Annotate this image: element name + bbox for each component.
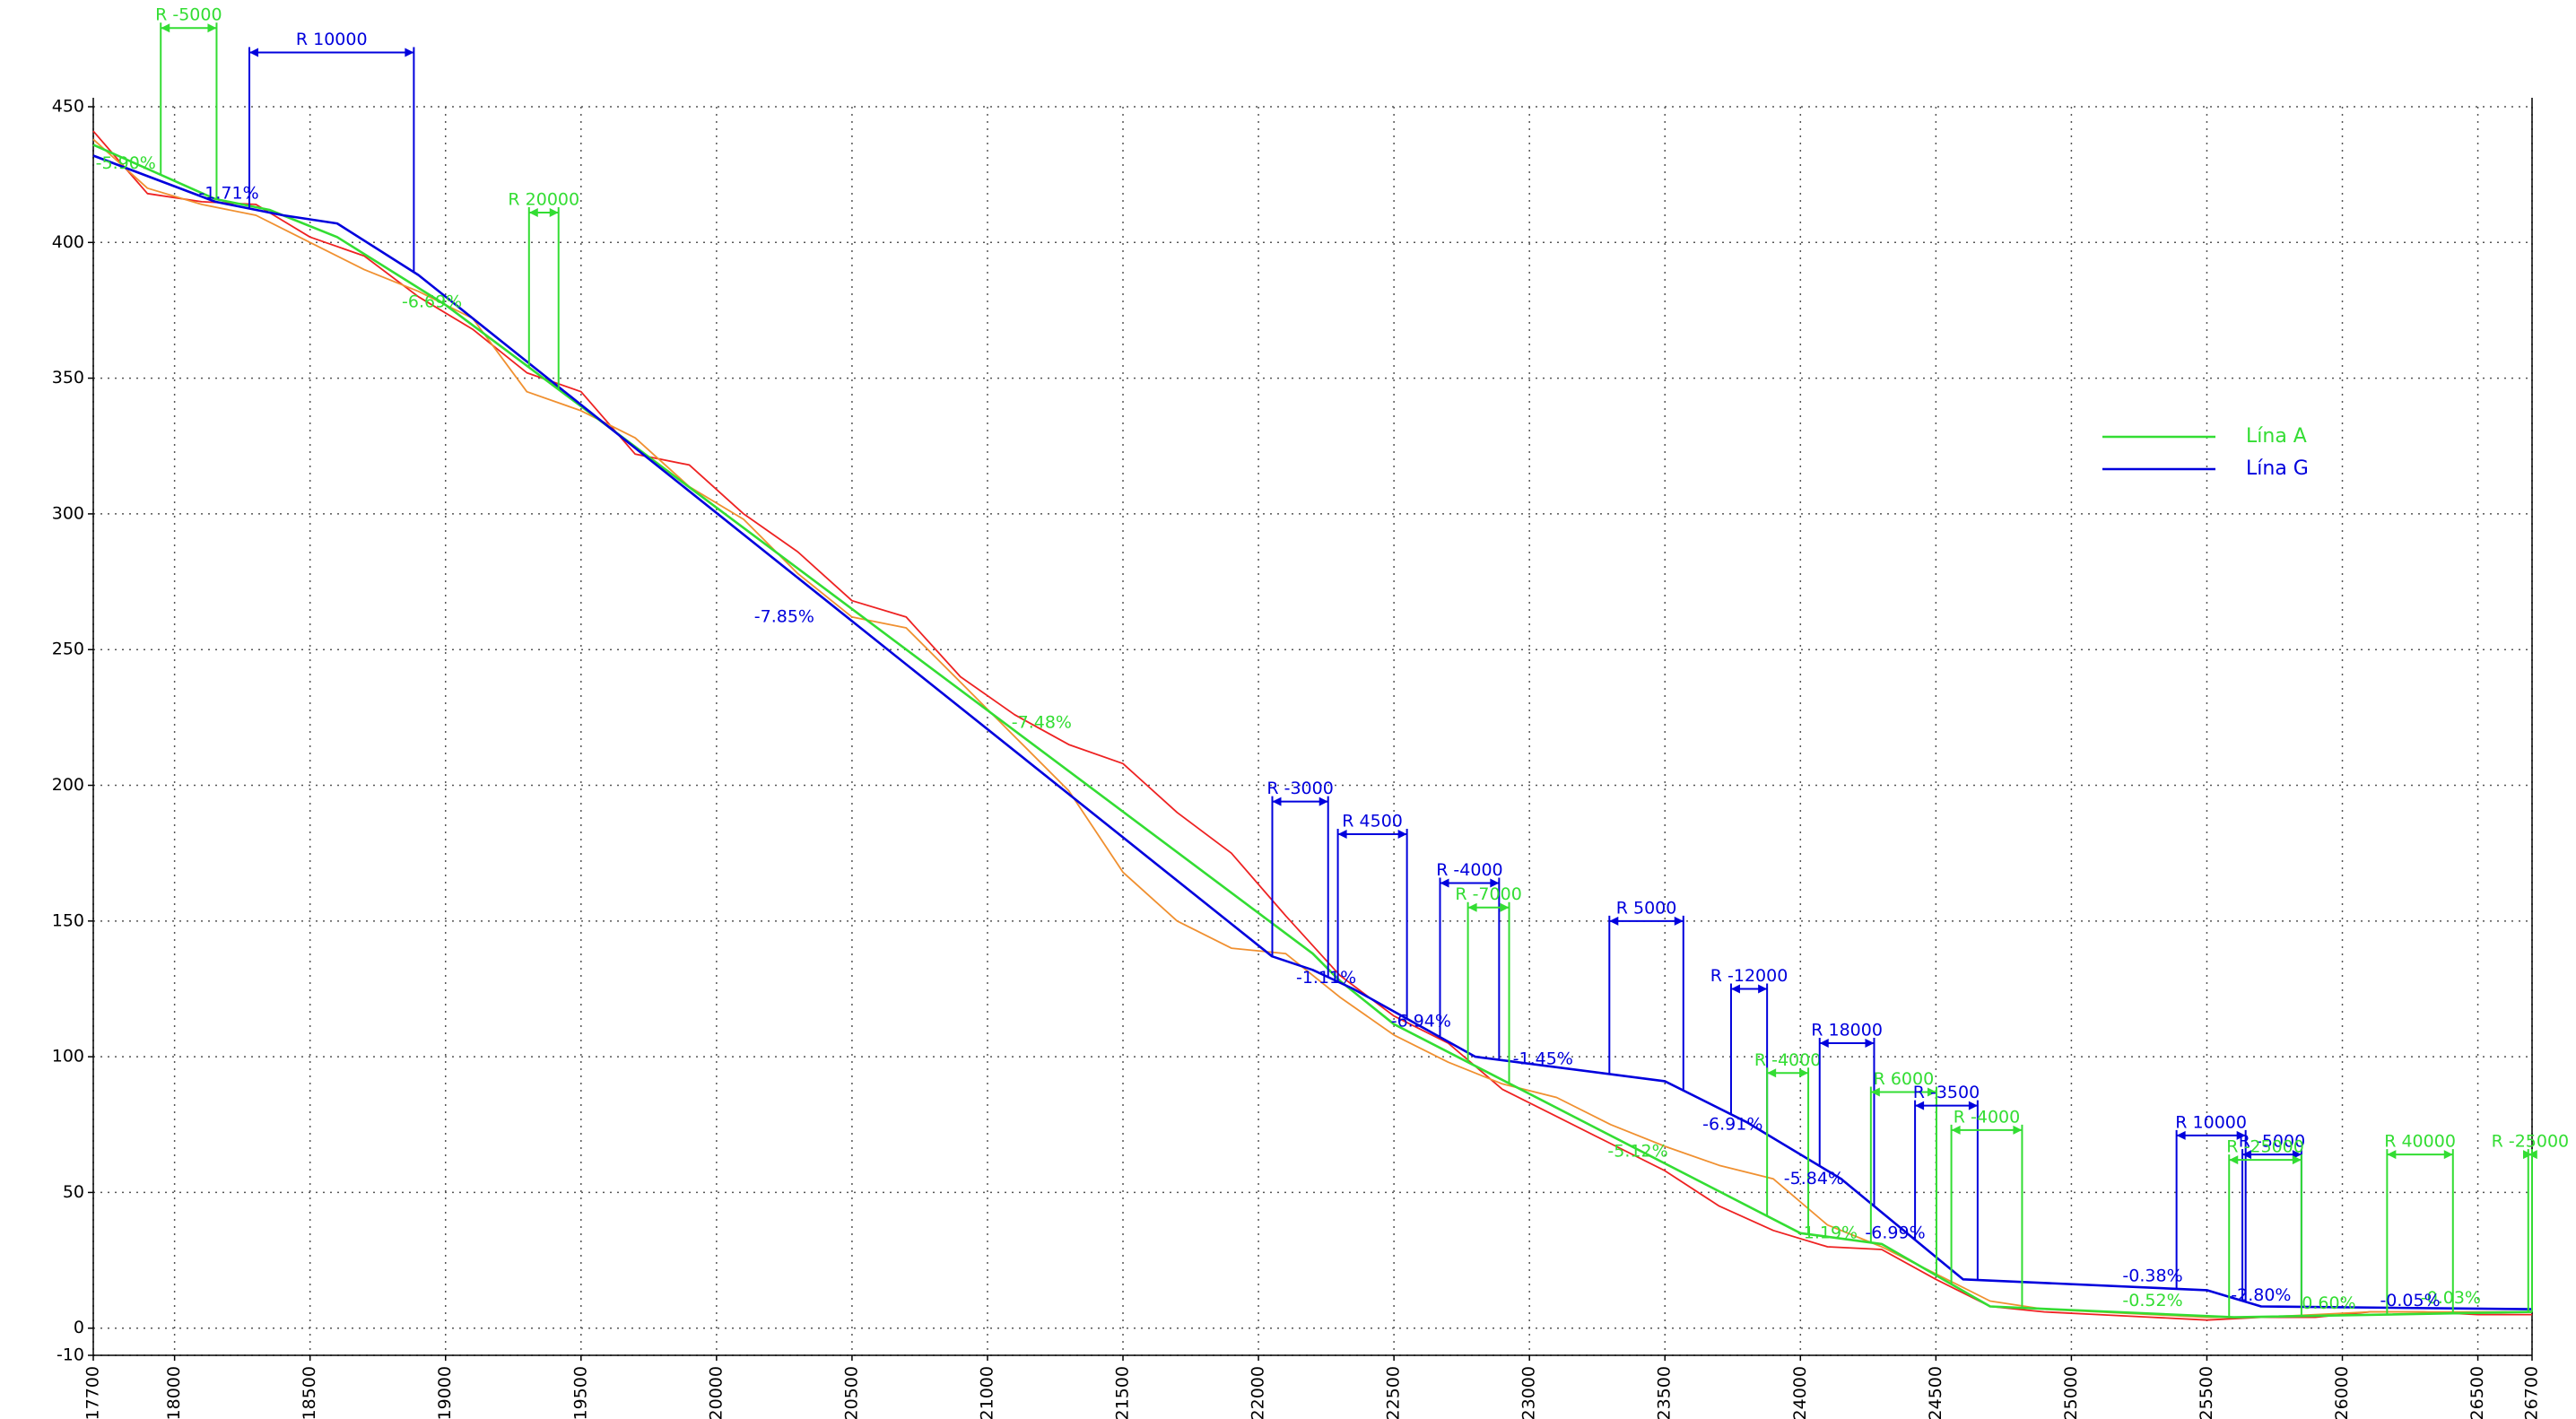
x-tick-label: 17700 bbox=[83, 1366, 103, 1419]
curve-label: R -5000 bbox=[155, 5, 222, 25]
arrow-head bbox=[2523, 1150, 2537, 1160]
series-line bbox=[92, 130, 2532, 1321]
curve-label: R -4000 bbox=[1436, 860, 1502, 880]
x-tick-label: 22500 bbox=[1384, 1366, 1404, 1419]
y-tick-label: 350 bbox=[52, 368, 84, 387]
x-tick-label: 25000 bbox=[2061, 1366, 2081, 1419]
x-tick-label: 18500 bbox=[300, 1366, 319, 1419]
slope-label: -0.38% bbox=[2122, 1267, 2182, 1286]
legend-label: Lína A bbox=[2246, 425, 2307, 448]
x-tick-label: 25500 bbox=[2197, 1366, 2216, 1419]
x-tick-label: 24500 bbox=[1926, 1366, 1945, 1419]
x-tick-label: 22000 bbox=[1249, 1366, 1268, 1419]
x-tick-label: 24000 bbox=[1790, 1366, 1810, 1419]
arrow-head bbox=[1467, 902, 1510, 912]
curve-label: R 18000 bbox=[1811, 1021, 1883, 1040]
slope-label: -0.03% bbox=[2421, 1288, 2481, 1308]
curve-label: R 10000 bbox=[2175, 1112, 2247, 1132]
curve-label: R 5000 bbox=[1616, 898, 1677, 918]
series-line bbox=[92, 154, 2533, 1310]
slope-label: -7.85% bbox=[754, 606, 814, 626]
x-tick-label: 19500 bbox=[570, 1366, 590, 1419]
slope-label: -1.45% bbox=[1513, 1049, 1573, 1069]
slope-label: -5.12% bbox=[1607, 1142, 1667, 1162]
x-tick-label: 20500 bbox=[841, 1366, 861, 1419]
arrow-head bbox=[1767, 1068, 1809, 1078]
x-tick-label: 21000 bbox=[977, 1366, 996, 1419]
series-line bbox=[92, 144, 2533, 1319]
y-tick-label: 150 bbox=[52, 910, 84, 930]
curve-label: R -3500 bbox=[1913, 1083, 1980, 1102]
curve-label: R -7000 bbox=[1455, 884, 1521, 904]
curve-label: R 40000 bbox=[2384, 1132, 2456, 1152]
curve-label: R -3000 bbox=[1266, 779, 1333, 798]
curve-label: R -4000 bbox=[1754, 1050, 1821, 1070]
curve-label: R -4000 bbox=[1954, 1107, 2020, 1127]
x-tick-label: 23000 bbox=[1519, 1366, 1539, 1419]
slope-label: -1.19% bbox=[1797, 1223, 1858, 1242]
slope-label: -6.91% bbox=[1702, 1114, 1762, 1134]
curve-label: R 6000 bbox=[1874, 1069, 1935, 1089]
x-tick-label: 21500 bbox=[1113, 1366, 1133, 1419]
y-tick-label: 0 bbox=[74, 1318, 84, 1337]
slope-label: -6.94% bbox=[1391, 1011, 1451, 1031]
arrow-head bbox=[1609, 916, 1684, 926]
curve-label: R 4500 bbox=[1342, 811, 1403, 831]
legend-label: Lína G bbox=[2246, 457, 2309, 480]
x-tick-label: 26000 bbox=[2332, 1366, 2352, 1419]
y-tick-label: 400 bbox=[52, 232, 84, 252]
y-tick-label: 100 bbox=[52, 1047, 84, 1066]
arrow-head bbox=[528, 208, 559, 218]
arrow-head bbox=[1730, 984, 1768, 994]
slope-label: -1.11% bbox=[1296, 968, 1356, 988]
x-tick-label: 18000 bbox=[164, 1366, 184, 1419]
y-tick-label: 200 bbox=[52, 775, 84, 795]
curve-label: R -25000 bbox=[2492, 1132, 2570, 1152]
slope-label: 0.60% bbox=[2302, 1293, 2355, 1313]
slope-label: -5.84% bbox=[1784, 1169, 1844, 1188]
y-tick-label: 50 bbox=[63, 1182, 84, 1202]
curve-label: R -12000 bbox=[1710, 966, 1788, 986]
slope-label: -5.90% bbox=[96, 153, 156, 173]
arrow-head bbox=[2229, 1155, 2302, 1165]
y-tick-label: 250 bbox=[52, 640, 84, 659]
x-tick-label: 20000 bbox=[706, 1366, 726, 1419]
slope-label: -6.99% bbox=[1865, 1223, 1925, 1242]
y-tick-label: -10 bbox=[57, 1345, 84, 1365]
slope-label: -2.80% bbox=[2231, 1285, 2291, 1305]
slope-label: -0.05% bbox=[2380, 1291, 2440, 1310]
curve-label: R -5000 bbox=[2239, 1132, 2305, 1152]
slope-label: -7.48% bbox=[1012, 712, 1072, 732]
x-tick-label: 23500 bbox=[1655, 1366, 1675, 1419]
x-tick-label: 26500 bbox=[2467, 1366, 2487, 1419]
curve-label: R 20000 bbox=[508, 190, 579, 210]
slope-label: -1.71% bbox=[198, 183, 258, 203]
slope-label: -0.52% bbox=[2122, 1291, 2182, 1310]
slope-label: -6.69% bbox=[402, 292, 462, 311]
y-tick-label: 300 bbox=[52, 503, 84, 523]
y-tick-label: 450 bbox=[52, 97, 84, 117]
curve-label: R -25000 bbox=[2226, 1137, 2304, 1157]
x-tick-label: 26700 bbox=[2522, 1366, 2542, 1419]
curve-label: R 10000 bbox=[296, 30, 368, 49]
x-tick-label: 19000 bbox=[435, 1366, 455, 1419]
